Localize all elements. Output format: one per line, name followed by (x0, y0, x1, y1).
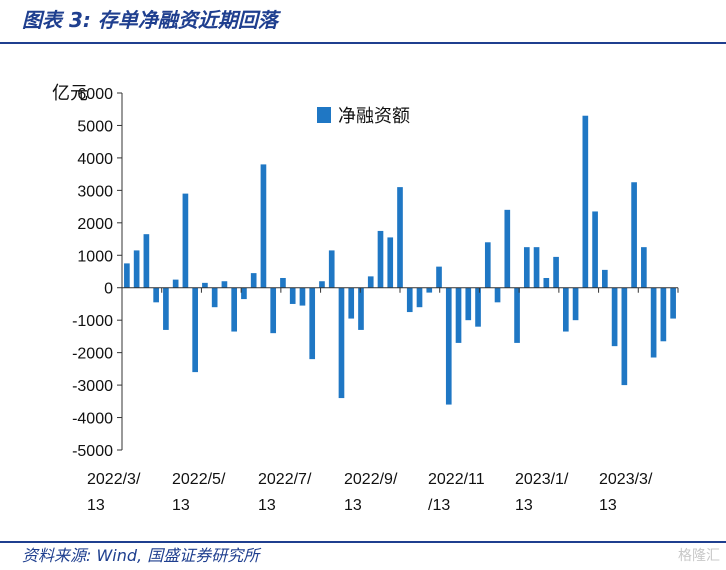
y-tick-label: -1000 (72, 313, 113, 330)
bar (426, 287, 433, 293)
bar (309, 287, 316, 360)
x-tick-label: 13 (258, 497, 276, 514)
bar (475, 287, 481, 327)
x-tick-label: 2022/9/ (344, 471, 398, 488)
x-tick-label: 2022/11 (428, 471, 485, 488)
legend-swatch (317, 107, 331, 123)
bar (514, 287, 520, 343)
bar (582, 115, 589, 288)
y-tick-label: 3000 (77, 183, 113, 200)
bar (367, 276, 374, 288)
bar (602, 269, 608, 288)
bar-chart: -5000 -4000 -3000 -2000 -1000 0 1000 2000 3000 40… (52, 83, 679, 514)
x-tick-label: 13 (344, 497, 362, 514)
bar (289, 287, 296, 304)
x-tick-label: 13 (172, 497, 190, 514)
bar (280, 277, 286, 288)
bar (523, 247, 530, 288)
x-tick-label: 2022/7/ (258, 471, 312, 488)
bar (650, 287, 657, 358)
bar (143, 234, 150, 288)
x-tick-label: 2023/3/ (599, 471, 653, 488)
bar (231, 287, 238, 332)
x-tick-label: 2023/1/ (515, 471, 569, 488)
y-tick-label: 0 (104, 281, 113, 298)
bar (250, 273, 257, 288)
x-tick-label: 13 (599, 497, 617, 514)
y-tick-label: 4000 (77, 151, 113, 168)
legend-label: 净融资额 (338, 106, 410, 127)
bar (163, 287, 169, 330)
x-tick-label: 2022/5/ (172, 471, 226, 488)
bar (397, 187, 403, 288)
bar (172, 279, 179, 288)
bar (670, 287, 676, 319)
y-tick-label: 5000 (77, 118, 113, 135)
bar (328, 250, 335, 288)
bar (455, 287, 462, 343)
y-axis-unit: 亿元 (52, 83, 88, 104)
bar (631, 182, 637, 288)
bar (406, 287, 413, 313)
bar (621, 287, 628, 386)
bar (192, 287, 198, 373)
bar (553, 256, 559, 288)
bar (221, 281, 228, 288)
y-tick-label: -2000 (72, 346, 113, 363)
y-tick-label: -5000 (72, 443, 113, 460)
bar (543, 277, 550, 288)
bar (641, 247, 647, 288)
bar (338, 287, 345, 399)
bar (377, 230, 384, 288)
source-note: 资料来源: Wind, 国盛证券研究所 (22, 546, 260, 565)
y-tick-label: 1000 (77, 248, 113, 265)
x-tick-label: 13 (87, 497, 105, 514)
bar (436, 266, 442, 288)
bar (504, 209, 511, 288)
bar (299, 287, 306, 306)
bar (211, 287, 218, 308)
bar (494, 287, 501, 303)
bar (358, 287, 364, 330)
x-tick-label: /13 (428, 497, 450, 514)
y-tick-label: -4000 (72, 411, 113, 428)
bar (153, 287, 159, 303)
bar (465, 287, 472, 321)
bar (202, 282, 208, 288)
bar (124, 263, 130, 288)
bar (445, 287, 452, 405)
bar (484, 242, 491, 288)
bar (260, 164, 267, 288)
bar (348, 287, 355, 319)
bar (387, 237, 394, 288)
watermark-logo: 格隆汇 (678, 548, 720, 564)
y-tick-label: 2000 (77, 216, 113, 233)
figure-title: 图表 3: 存单净融资近期回落 (22, 8, 278, 32)
x-tick-label: 13 (515, 497, 533, 514)
bar (533, 247, 540, 288)
bar (572, 287, 579, 321)
x-tick-label: 2022/3/ (87, 471, 141, 488)
bar (319, 281, 325, 288)
bar (270, 287, 277, 334)
title-divider (0, 42, 726, 44)
footer-divider (0, 541, 726, 543)
bar (182, 193, 189, 288)
bar (592, 211, 598, 288)
bar (416, 287, 423, 308)
bar (660, 287, 667, 342)
bar (241, 287, 247, 300)
y-tick-label: -3000 (72, 378, 113, 395)
y-tick-label: 6000 (77, 86, 113, 103)
bar (611, 287, 618, 347)
bar (133, 250, 140, 288)
bar (562, 287, 569, 332)
